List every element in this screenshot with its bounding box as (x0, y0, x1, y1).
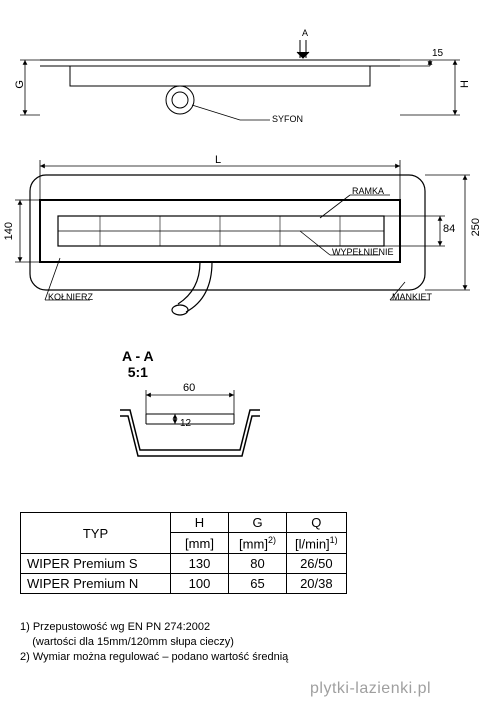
th-Q: Q (287, 513, 347, 533)
footnotes: 1) Przepustowość wg EN PN 274:2002 (wart… (20, 620, 288, 665)
section-scale: 5:1 (128, 364, 148, 380)
callout-wypelnienie: WYPEŁNIENIE (332, 247, 394, 257)
watermark: plytki-lazienki.pl (310, 680, 431, 698)
dim-250: 250 (470, 218, 482, 236)
th-H-unit: [mm] (171, 533, 229, 554)
dim-60: 60 (183, 382, 195, 394)
th-G-unit: [mm]2) (229, 533, 287, 554)
th-H: H (171, 513, 229, 533)
th-G: G (229, 513, 287, 533)
section-label: A - A 5:1 (122, 348, 154, 380)
callout-ramka: RAMKA (352, 186, 384, 196)
cell-Q-1: 20/38 (287, 574, 347, 594)
dim-H: H (459, 80, 471, 88)
cell-H-1: 100 (171, 574, 229, 594)
cell-Q-0: 26/50 (287, 554, 347, 574)
dim-84: 84 (443, 223, 455, 235)
dim-12: 12 (180, 418, 191, 429)
dim-G-left: G (14, 80, 26, 89)
table-row: WIPER Premium N 100 65 20/38 (21, 574, 347, 594)
dim-140: 140 (3, 222, 15, 240)
callout-mankiet: MANKIET (392, 292, 432, 302)
th-Q-unit: [l/min]1) (287, 533, 347, 554)
footnote-1b: (wartości dla 15mm/120mm słupa cieczy) (20, 635, 288, 650)
cell-G-1: 65 (229, 574, 287, 594)
cell-typ-1: WIPER Premium N (21, 574, 171, 594)
spec-table: TYP H G Q [mm] [mm]2) [l/min]1) WIPER Pr… (20, 512, 347, 594)
table-header-row: TYP H G Q (21, 513, 347, 533)
section-name: A - A (122, 348, 154, 364)
drawing-svg (0, 0, 500, 712)
table-row: WIPER Premium S 130 80 26/50 (21, 554, 347, 574)
footnote-1: 1) Przepustowość wg EN PN 274:2002 (20, 620, 288, 635)
dim-15: 15 (432, 48, 443, 59)
cell-G-0: 80 (229, 554, 287, 574)
dim-L: L (215, 154, 221, 166)
th-typ: TYP (21, 513, 171, 554)
cell-typ-0: WIPER Premium S (21, 554, 171, 574)
callout-kolnierz: KOŁNIERZ (48, 292, 93, 302)
footnote-2: 2) Wymiar można regulować – podano warto… (20, 650, 288, 665)
cell-H-0: 130 (171, 554, 229, 574)
section-marker-A-top: A (302, 28, 308, 38)
technical-drawing: G H 15 SYFON A L 140 84 250 RAMKA WYPEŁN… (0, 0, 500, 712)
callout-syfon: SYFON (272, 114, 303, 124)
